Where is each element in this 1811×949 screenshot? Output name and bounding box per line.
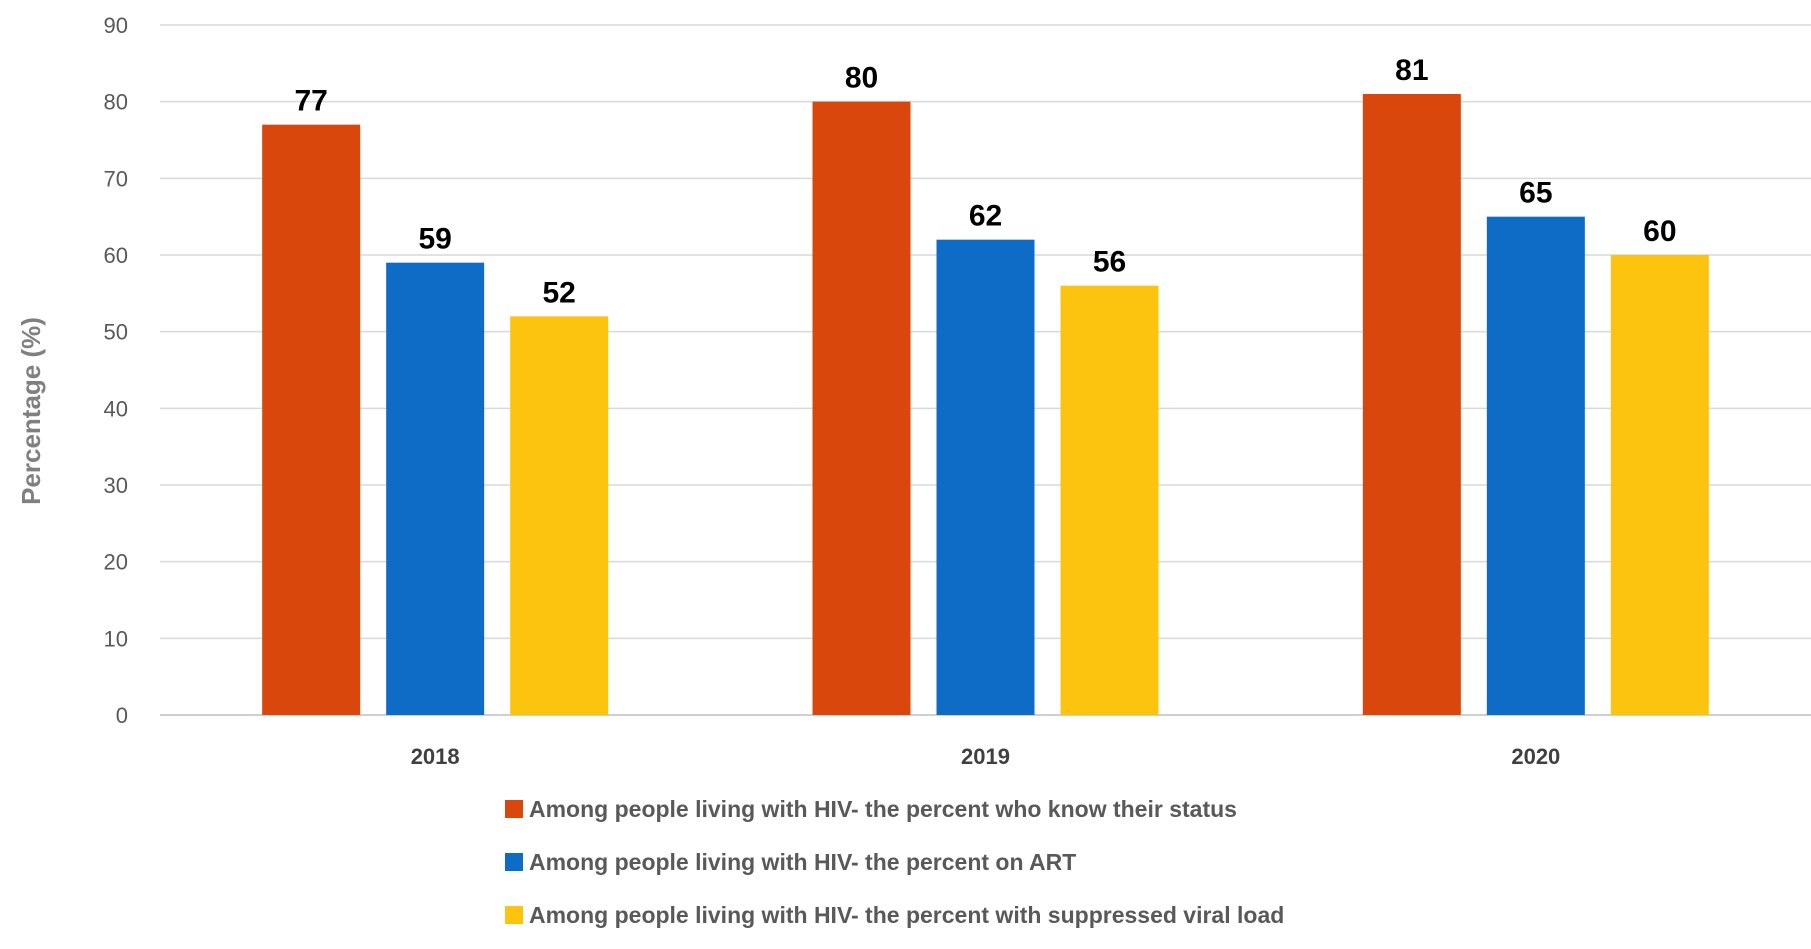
y-tick-label: 0 (116, 703, 128, 728)
bar (936, 239, 1035, 715)
x-tick-label: 2019 (961, 744, 1010, 769)
data-label: 80 (845, 62, 878, 95)
y-tick-label: 40 (104, 396, 128, 421)
x-tick-label: 2020 (1511, 744, 1560, 769)
y-tick-label: 90 (104, 13, 128, 38)
legend-label: Among people living with HIV- the percen… (529, 902, 1284, 928)
bar (1362, 94, 1461, 715)
bar (1060, 285, 1159, 715)
legend-label: Among people living with HIV- the percen… (529, 796, 1237, 822)
data-label: 60 (1643, 215, 1676, 248)
bar (1610, 255, 1709, 715)
y-tick-label: 20 (104, 550, 128, 575)
y-tick-label: 30 (104, 473, 128, 498)
y-tick-label: 70 (104, 166, 128, 191)
data-label: 59 (418, 223, 451, 256)
data-label: 65 (1519, 177, 1552, 210)
bar (262, 124, 361, 715)
y-axis-title: Percentage (%) (16, 317, 46, 505)
data-labels: 77 59 52 80 62 56 81 65 60 (294, 54, 1676, 309)
legend-swatch (505, 853, 523, 871)
y-axis-ticks: 0 10 20 30 40 50 60 70 80 90 (104, 13, 128, 728)
x-tick-label: 2018 (411, 744, 460, 769)
data-label: 62 (969, 200, 1002, 233)
legend-item: Among people living with HIV- the percen… (505, 902, 1284, 928)
bar (510, 316, 609, 715)
y-tick-label: 50 (104, 320, 128, 345)
y-tick-label: 10 (104, 626, 128, 651)
data-label: 77 (294, 85, 327, 118)
legend-swatch (505, 906, 523, 924)
y-tick-label: 80 (104, 90, 128, 115)
data-label: 81 (1395, 54, 1428, 87)
data-label: 56 (1093, 246, 1126, 279)
bar (1486, 216, 1585, 715)
y-tick-label: 60 (104, 243, 128, 268)
x-axis-ticks: 2018 2019 2020 (411, 744, 1561, 769)
legend-item: Among people living with HIV- the percen… (505, 796, 1237, 822)
bar (812, 101, 911, 715)
legend: Among people living with HIV- the percen… (505, 796, 1284, 928)
bars (262, 94, 1709, 715)
legend-item: Among people living with HIV- the percen… (505, 849, 1076, 875)
data-label: 52 (542, 276, 575, 309)
legend-swatch (505, 800, 523, 818)
legend-label: Among people living with HIV- the percen… (529, 849, 1076, 875)
bar (386, 262, 485, 715)
